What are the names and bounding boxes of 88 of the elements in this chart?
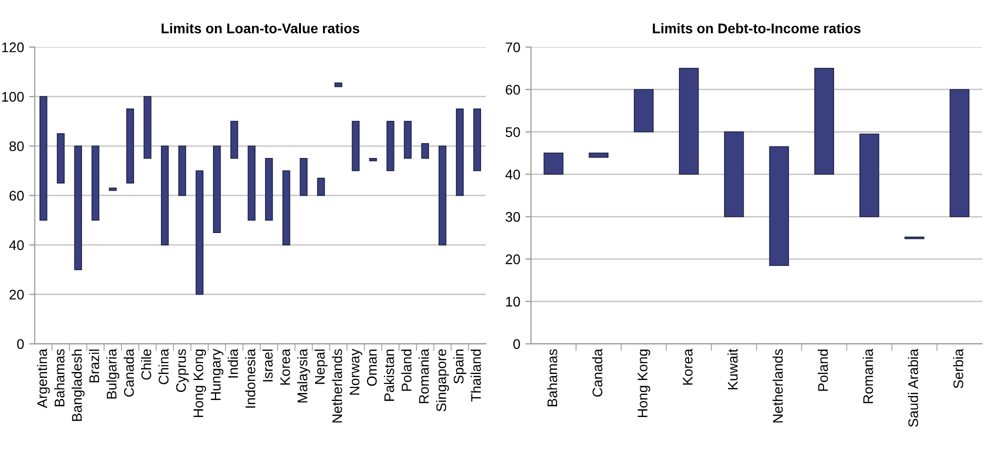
x-tick-label: Brazil — [88, 350, 100, 382]
bar — [213, 146, 221, 233]
x-tick-label: Singapore — [436, 349, 449, 412]
bar — [473, 108, 482, 172]
bar — [178, 146, 186, 196]
bar — [404, 120, 412, 159]
y-tick-label: 120 — [2, 42, 24, 52]
y-tick-label: 30 — [506, 212, 520, 222]
y-tick-label: 70 — [506, 42, 520, 52]
x-tick-label: Korea — [280, 348, 290, 385]
x-tick-label: Kuwait — [727, 348, 738, 390]
bar — [40, 96, 48, 221]
bar — [859, 134, 880, 218]
bar — [769, 146, 789, 266]
x-tick-label: China — [158, 348, 169, 384]
y-tick-label: 60 — [10, 190, 24, 201]
bar — [265, 158, 273, 221]
x-tick-label: Malaysia — [297, 348, 310, 402]
bar — [248, 146, 256, 221]
x-tick-label: Hungary — [210, 348, 224, 400]
x-tick-label: Canada — [592, 348, 602, 397]
bar — [317, 178, 325, 196]
bar — [74, 146, 82, 270]
bar — [634, 89, 654, 132]
x-tick-label: Canada — [124, 348, 134, 397]
x-tick-label: Indonesia — [245, 348, 256, 408]
x-tick-label: Poland — [401, 350, 412, 391]
bar — [724, 131, 744, 218]
x-tick-label: India — [228, 348, 238, 378]
bar — [92, 146, 100, 221]
bar — [544, 152, 564, 175]
y-tick-label: 20 — [506, 254, 520, 264]
bar — [160, 146, 169, 246]
x-tick-label: Saudi Arabia — [908, 348, 918, 427]
chart-title: Limits on Loan-to-Value ratios — [162, 23, 360, 34]
x-tick-label: Chile — [141, 349, 152, 380]
bar — [369, 158, 377, 162]
x-tick-label: Oman — [366, 350, 377, 386]
y-tick-label: 40 — [505, 170, 520, 180]
y-tick-label: 40 — [9, 240, 24, 250]
chart-title: Limits on Debt-to-Income ratios — [652, 23, 861, 34]
y-tick-label: 60 — [506, 84, 520, 95]
x-tick-label: Pakistan — [384, 350, 394, 401]
x-tick-label: Hong Kong — [638, 350, 650, 418]
x-tick-label: Serbia — [953, 348, 964, 388]
bar — [950, 89, 970, 218]
bar — [300, 158, 308, 196]
x-tick-label: Norway — [350, 348, 362, 395]
bar — [588, 152, 609, 158]
bar — [421, 143, 430, 159]
y-tick-label: 20 — [10, 290, 24, 300]
x-tick-label: Bulgaria — [106, 348, 120, 399]
x-tick-label: Romania — [418, 348, 429, 404]
bar — [678, 68, 699, 175]
bar — [334, 82, 342, 88]
bar — [108, 188, 117, 191]
bar — [144, 96, 152, 159]
y-tick-label: 100 — [2, 92, 24, 102]
x-tick-label: Romania — [862, 348, 874, 404]
x-tick-label: Netherlands — [772, 349, 783, 422]
x-tick-label: Poland — [818, 350, 828, 391]
bar — [814, 68, 834, 175]
x-tick-label: Bahamas — [54, 349, 64, 406]
x-tick-label: Bahamas — [547, 349, 558, 406]
x-tick-label: Cyprus — [176, 349, 189, 392]
bar — [456, 108, 464, 196]
y-tick-label: 50 — [506, 127, 520, 138]
x-tick-label: Netherlands — [332, 349, 342, 422]
x-tick-label: Israel — [262, 350, 273, 382]
x-tick-label: Spain — [453, 350, 466, 384]
bar — [438, 146, 446, 246]
x-tick-label: Argentina — [36, 348, 50, 408]
x-tick-label: Bangladesh — [72, 350, 85, 421]
y-tick-label: 0 — [513, 339, 520, 349]
x-tick-label: Korea — [682, 348, 693, 385]
x-tick-label: Hong Kong — [194, 350, 206, 418]
bar — [282, 170, 290, 246]
bar — [352, 120, 360, 172]
bar — [196, 170, 204, 295]
bar — [230, 120, 238, 159]
bar — [56, 133, 65, 184]
bar — [386, 120, 394, 172]
y-tick-label: 0 — [17, 339, 24, 349]
y-tick-label: 10 — [506, 296, 520, 307]
bar — [126, 108, 134, 184]
y-tick-label: 80 — [9, 141, 24, 152]
x-tick-label: Thailand — [470, 350, 481, 402]
x-tick-label: Nepal — [314, 350, 328, 384]
